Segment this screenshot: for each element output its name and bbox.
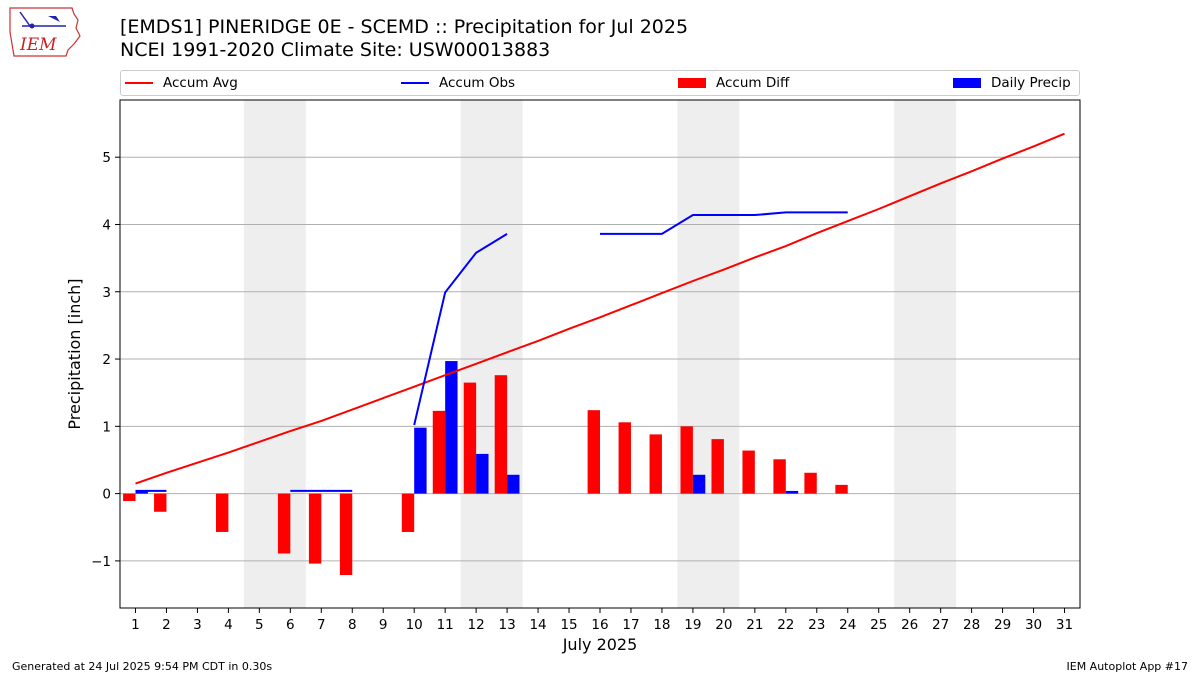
x-tick-label: 30 (1025, 617, 1042, 633)
accum-diff-bar (123, 494, 135, 501)
x-tick-label: 3 (193, 617, 202, 633)
y-tick-label: 0 (102, 487, 111, 503)
daily-precip-bar (445, 361, 457, 494)
generated-footer: Generated at 24 Jul 2025 9:54 PM CDT in … (12, 660, 272, 673)
x-tick-label: 10 (406, 617, 423, 633)
x-tick-label: 21 (746, 617, 763, 633)
accum-diff-bar (278, 494, 290, 554)
accum-diff-bar (340, 494, 352, 575)
x-tick-label: 22 (777, 617, 794, 633)
x-tick-label: 6 (286, 617, 295, 633)
daily-precip-bar (414, 428, 426, 494)
weekend-shade (894, 100, 956, 608)
y-tick-label: 2 (102, 352, 111, 368)
y-tick-label: 4 (102, 217, 111, 233)
x-tick-label: 16 (591, 617, 608, 633)
x-tick-label: 1 (131, 617, 140, 633)
accum-diff-bar (154, 494, 166, 512)
accum-diff-bar (742, 451, 754, 494)
y-tick-label: 5 (102, 150, 111, 166)
x-tick-label: 7 (317, 617, 326, 633)
accum-diff-bar (216, 494, 228, 532)
daily-precip-bar (693, 475, 705, 494)
x-tick-label: 27 (932, 617, 949, 633)
daily-precip-bar (786, 491, 798, 494)
x-tick-label: 14 (529, 617, 546, 633)
accum-diff-bar (433, 411, 445, 494)
weekend-shade (244, 100, 306, 608)
accum-diff-bar (309, 494, 321, 564)
accum-diff-bar (464, 383, 476, 494)
accum-diff-bar (619, 422, 631, 493)
x-tick-label: 19 (684, 617, 701, 633)
x-tick-label: 23 (808, 617, 825, 633)
daily-precip-bar (476, 454, 488, 494)
y-axis-label: Precipitation [inch] (65, 278, 84, 429)
x-tick-label: 11 (437, 617, 454, 633)
x-axis-label: July 2025 (562, 635, 638, 654)
accum-diff-bar (835, 485, 847, 494)
x-tick-label: 24 (839, 617, 856, 633)
x-tick-label: 26 (901, 617, 918, 633)
y-tick-label: −1 (91, 554, 111, 570)
x-tick-label: 31 (1056, 617, 1073, 633)
y-tick-label: 3 (102, 285, 111, 301)
x-tick-label: 8 (348, 617, 357, 633)
x-tick-label: 18 (653, 617, 670, 633)
x-tick-label: 13 (499, 617, 516, 633)
x-tick-label: 4 (224, 617, 233, 633)
x-tick-label: 17 (622, 617, 639, 633)
app-footer: IEM Autoplot App #17 (1067, 660, 1189, 673)
x-tick-label: 29 (994, 617, 1011, 633)
x-tick-label: 20 (715, 617, 732, 633)
x-tick-label: 9 (379, 617, 388, 633)
accum-diff-bar (804, 473, 816, 494)
accum-diff-bar (495, 375, 507, 493)
x-tick-label: 15 (560, 617, 577, 633)
accum-diff-bar (402, 494, 414, 532)
weekend-shade (461, 100, 523, 608)
x-tick-label: 28 (963, 617, 980, 633)
accum-diff-bar (588, 410, 600, 493)
x-tick-label: 25 (870, 617, 887, 633)
weekend-shade (677, 100, 739, 608)
x-tick-label: 5 (255, 617, 264, 633)
x-tick-label: 2 (162, 617, 171, 633)
x-tick-label: 12 (468, 617, 485, 633)
accum-diff-bar (773, 459, 785, 493)
accum-diff-bar (681, 426, 693, 493)
daily-precip-bar (507, 475, 519, 494)
accum-diff-bar (711, 439, 723, 494)
y-tick-label: 1 (102, 419, 111, 435)
accum-diff-bar (650, 434, 662, 493)
